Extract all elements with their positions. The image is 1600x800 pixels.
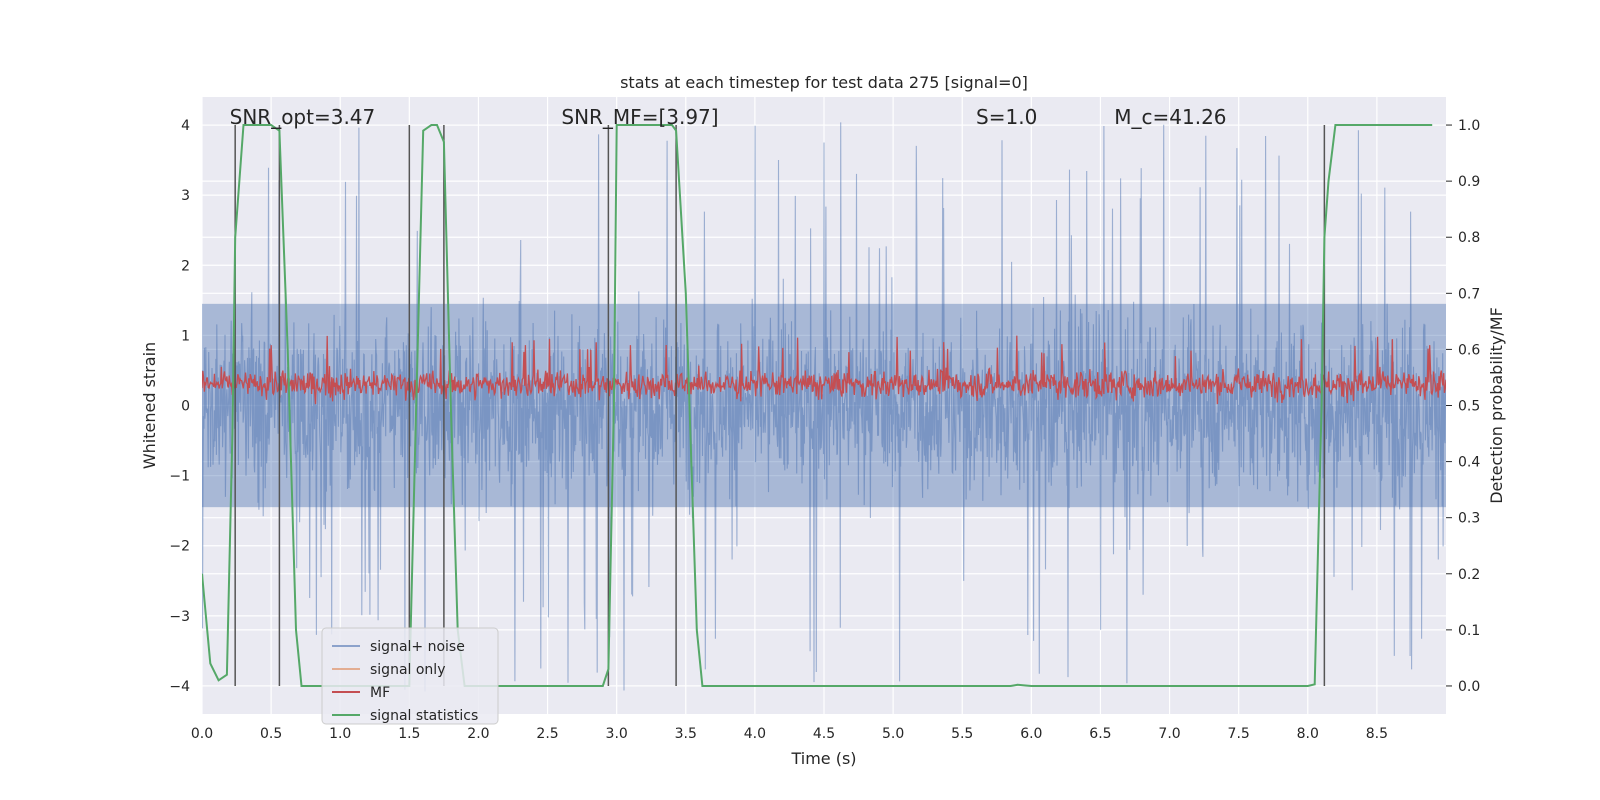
x-tick-label: 7.5 — [1228, 726, 1250, 742]
x-tick-label: 8.5 — [1366, 726, 1388, 742]
y-right-tick-label: 1.0 — [1458, 118, 1480, 134]
series-signal-statistics — [202, 124, 1433, 687]
y-axis-right-label: Detection probability/MF — [1487, 307, 1506, 504]
x-tick-label: 7.0 — [1158, 726, 1180, 742]
y-tick-label: 4 — [181, 118, 190, 134]
y-axis-label: Whitened strain — [140, 342, 159, 469]
legend: signal+ noise signal only MF signal statist… — [321, 627, 499, 725]
signal-statistics-line — [202, 124, 1433, 687]
annotation: SNR_opt=3.47 — [230, 105, 376, 129]
x-tick-label: 5.0 — [882, 726, 904, 742]
vertical-markers — [234, 125, 1326, 686]
x-tick-label: 3.0 — [606, 726, 628, 742]
y-right-tick-label: 0.5 — [1458, 399, 1480, 415]
x-tick-label: 0.0 — [191, 726, 213, 742]
x-tick-label: 4.5 — [813, 726, 835, 742]
right-axis-ticks: 0.0 0.1 0.2 0.3 0.4 0.5 0.6 0.7 0.8 0.9 1.0 — [1446, 118, 1480, 695]
y-tick-label: 0 — [181, 399, 190, 415]
annotation: S=1.0 — [976, 105, 1037, 129]
y-tick-label: −1 — [169, 469, 190, 485]
y-right-tick-label: 0.4 — [1458, 455, 1480, 471]
x-axis-ticks: 0.0 0.5 1.0 1.5 2.0 2.5 3.0 3.5 4.0 4.5 5.0 5.5 6.0 6… — [191, 726, 1388, 742]
y-tick-label: −3 — [169, 609, 190, 625]
x-tick-label: 2.0 — [467, 726, 489, 742]
x-axis-label: Time (s) — [790, 749, 856, 768]
x-tick-label: 5.5 — [951, 726, 973, 742]
x-tick-label: 1.0 — [329, 726, 351, 742]
left-axis-ticks: −4 −3 −2 −1 0 1 2 3 4 — [169, 118, 190, 695]
y-tick-label: 1 — [181, 328, 190, 344]
x-tick-label: 3.5 — [675, 726, 697, 742]
legend-box — [321, 627, 499, 725]
x-tick-label: 6.0 — [1020, 726, 1042, 742]
y-right-tick-label: 0.3 — [1458, 511, 1480, 527]
y-tick-label: −2 — [169, 539, 190, 555]
y-tick-label: 3 — [181, 188, 190, 204]
annotation: SNR_MF=[3.97] — [561, 105, 718, 129]
x-tick-label: 4.0 — [744, 726, 766, 742]
y-tick-label: −4 — [169, 679, 190, 695]
x-tick-label: 8.0 — [1297, 726, 1319, 742]
y-tick-label: 2 — [181, 258, 190, 274]
noise-band — [202, 303, 1446, 508]
y-right-tick-label: 0.1 — [1458, 623, 1480, 639]
legend-label: signal statistics — [370, 708, 478, 724]
y-right-tick-label: 0.7 — [1458, 286, 1480, 302]
x-tick-label: 0.5 — [260, 726, 282, 742]
x-tick-label: 1.5 — [398, 726, 420, 742]
legend-label: MF — [370, 685, 390, 701]
legend-label: signal only — [370, 662, 445, 678]
y-right-tick-label: 0.2 — [1458, 567, 1480, 583]
y-right-tick-label: 0.0 — [1458, 679, 1480, 695]
x-tick-label: 2.5 — [536, 726, 558, 742]
y-right-tick-label: 0.9 — [1458, 174, 1480, 190]
annotations: SNR_opt=3.47 SNR_MF=[3.97] S=1.0 M_c=41.26 — [230, 105, 1227, 129]
y-right-tick-label: 0.8 — [1458, 230, 1480, 246]
y-right-tick-label: 0.6 — [1458, 342, 1480, 358]
x-tick-label: 6.5 — [1089, 726, 1111, 742]
annotation: M_c=41.26 — [1114, 105, 1226, 129]
legend-label: signal+ noise — [370, 639, 465, 655]
chart-title: stats at each timestep for test data 275… — [620, 73, 1028, 92]
